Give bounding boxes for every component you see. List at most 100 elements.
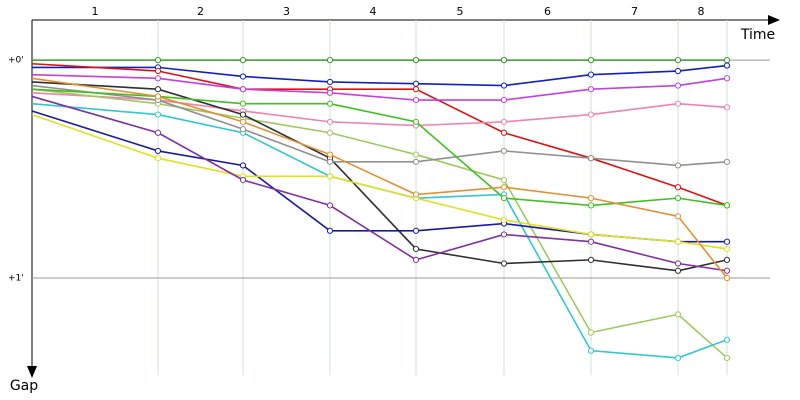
point — [674, 195, 682, 202]
point — [587, 155, 595, 162]
point — [587, 86, 595, 93]
point — [500, 118, 508, 125]
point — [674, 57, 682, 64]
point — [674, 82, 682, 89]
point — [674, 67, 682, 75]
point — [723, 62, 731, 69]
point — [412, 86, 420, 93]
point — [674, 311, 682, 318]
point — [154, 57, 162, 64]
series-line — [31, 88, 728, 359]
point — [239, 162, 247, 169]
point — [587, 195, 595, 202]
point — [412, 80, 420, 87]
point — [587, 57, 595, 64]
point — [723, 202, 731, 209]
point — [326, 158, 334, 165]
point — [239, 57, 247, 64]
point — [500, 216, 508, 224]
point — [723, 245, 731, 253]
point — [239, 176, 247, 184]
x-tick-label: 4 — [370, 5, 377, 18]
point — [674, 260, 682, 267]
point — [674, 354, 682, 362]
point — [674, 238, 682, 245]
point — [154, 86, 162, 93]
point — [239, 86, 247, 93]
series-line — [31, 62, 728, 207]
point — [154, 129, 162, 136]
x-tick-label: 7 — [631, 5, 638, 18]
point — [154, 111, 162, 118]
point — [239, 100, 247, 107]
point — [239, 73, 247, 80]
point — [723, 75, 731, 82]
point — [326, 151, 334, 158]
x-tick-label: 8 — [698, 5, 705, 18]
series-line — [32, 64, 728, 87]
point — [239, 111, 247, 118]
point — [500, 184, 508, 191]
x-axis-label: Time — [740, 27, 775, 43]
point — [154, 67, 162, 75]
point — [500, 147, 508, 155]
point — [587, 238, 595, 245]
point — [674, 213, 682, 220]
x-tick-label: 2 — [197, 5, 204, 18]
x-arrow — [768, 15, 780, 25]
x-tick-label: 1 — [92, 5, 99, 18]
point — [500, 96, 508, 104]
point — [412, 191, 420, 198]
point — [154, 75, 162, 82]
point — [674, 267, 682, 274]
point — [723, 336, 731, 343]
point — [412, 96, 420, 104]
point — [587, 202, 595, 209]
point — [723, 57, 731, 64]
point — [412, 57, 420, 64]
point — [500, 129, 508, 136]
point — [154, 155, 162, 162]
point — [723, 104, 731, 111]
point — [326, 89, 334, 96]
series-line — [31, 77, 728, 279]
point — [723, 354, 731, 362]
series-line — [31, 88, 728, 207]
point — [412, 256, 420, 263]
point — [154, 93, 162, 100]
point — [723, 238, 731, 245]
point — [500, 82, 508, 89]
point — [723, 158, 731, 165]
y-arrow — [27, 366, 37, 378]
point — [412, 118, 420, 125]
y-tick-label: +0' — [8, 56, 24, 66]
point — [587, 256, 595, 263]
point — [412, 245, 420, 253]
point — [674, 184, 682, 191]
series-line — [31, 113, 728, 250]
point — [500, 260, 508, 267]
point — [674, 162, 682, 169]
point — [326, 100, 334, 107]
point — [500, 231, 508, 238]
point — [412, 158, 420, 165]
point — [326, 129, 334, 136]
x-tick-label: 5 — [457, 5, 464, 18]
point — [723, 256, 731, 263]
series-line — [31, 95, 728, 272]
point — [412, 151, 420, 158]
point — [412, 227, 420, 234]
point — [154, 147, 162, 155]
point — [239, 118, 247, 125]
point — [723, 267, 731, 274]
point — [674, 100, 682, 107]
point — [587, 231, 595, 238]
point — [239, 126, 247, 133]
point — [500, 57, 508, 64]
point — [326, 202, 334, 209]
point — [326, 173, 334, 180]
point — [723, 274, 731, 282]
point — [326, 227, 334, 234]
point — [587, 71, 595, 78]
